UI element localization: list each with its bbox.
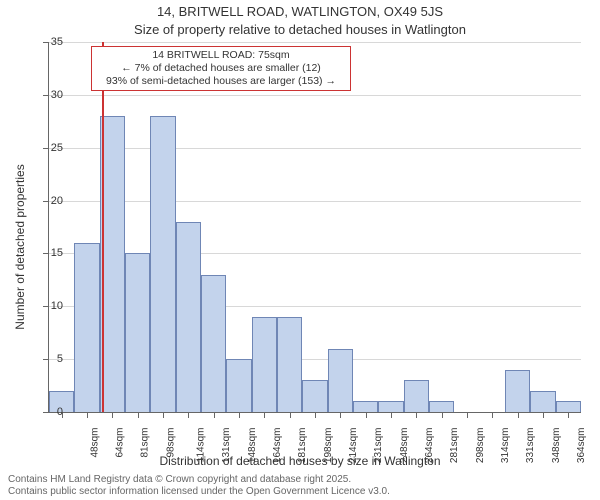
y-tick-label: 30 — [33, 89, 63, 101]
chart-subtitle: Size of property relative to detached ho… — [0, 22, 600, 37]
x-tick — [366, 412, 367, 418]
x-tick — [188, 412, 189, 418]
x-tick-label: 281sqm — [449, 428, 460, 464]
y-tick-label: 5 — [33, 353, 63, 365]
footer-line-2: Contains public sector information licen… — [8, 486, 390, 498]
x-tick-label: 348sqm — [551, 428, 562, 464]
y-axis-label: Number of detached properties — [13, 147, 27, 347]
bar — [328, 349, 353, 412]
annotation-line: ← 7% of detached houses are smaller (12) — [96, 62, 346, 75]
bar — [150, 116, 175, 412]
annotation-box: 14 BRITWELL ROAD: 75sqm← 7% of detached … — [91, 46, 351, 91]
bar — [353, 401, 378, 412]
x-tick — [315, 412, 316, 418]
x-tick — [112, 412, 113, 418]
chart-container: 14, BRITWELL ROAD, WATLINGTON, OX49 5JS … — [0, 0, 600, 500]
x-tick — [543, 412, 544, 418]
bar — [125, 253, 150, 412]
bar — [302, 380, 327, 412]
bar — [74, 243, 99, 412]
x-tick-label: 214sqm — [348, 428, 359, 464]
x-tick-label: 131sqm — [221, 428, 232, 464]
x-tick-label: 231sqm — [373, 428, 384, 464]
bar — [201, 275, 226, 412]
x-tick — [467, 412, 468, 418]
x-tick — [290, 412, 291, 418]
x-tick — [442, 412, 443, 418]
x-tick — [214, 412, 215, 418]
x-tick-label: 98sqm — [165, 428, 176, 458]
bar — [505, 370, 530, 412]
x-tick-label: 198sqm — [323, 428, 334, 464]
gridline — [49, 201, 581, 202]
y-tick-label: 15 — [33, 247, 63, 259]
y-tick-label: 10 — [33, 300, 63, 312]
bar — [530, 391, 555, 412]
x-tick-label: 248sqm — [399, 428, 410, 464]
x-tick — [391, 412, 392, 418]
chart-title: 14, BRITWELL ROAD, WATLINGTON, OX49 5JS — [0, 4, 600, 19]
plot-area: 14 BRITWELL ROAD: 75sqm← 7% of detached … — [48, 42, 581, 413]
x-tick-label: 298sqm — [475, 428, 486, 464]
annotation-line: 93% of semi-detached houses are larger (… — [96, 75, 346, 88]
y-tick-label: 35 — [33, 36, 63, 48]
x-tick — [568, 412, 569, 418]
x-tick-label: 164sqm — [272, 428, 283, 464]
x-tick — [492, 412, 493, 418]
x-tick-label: 364sqm — [576, 428, 587, 464]
x-tick-label: 114sqm — [195, 428, 206, 463]
x-tick-label: 181sqm — [297, 428, 308, 464]
x-tick-label: 48sqm — [89, 428, 100, 458]
gridline — [49, 42, 581, 43]
x-tick-label: 81sqm — [140, 428, 151, 458]
bar — [277, 317, 302, 412]
x-tick — [340, 412, 341, 418]
gridline — [49, 95, 581, 96]
footer-attribution: Contains HM Land Registry data © Crown c… — [8, 474, 390, 498]
x-tick-label: 264sqm — [424, 428, 435, 464]
bar — [252, 317, 277, 412]
bar — [556, 401, 581, 412]
y-tick-label: 25 — [33, 142, 63, 154]
bar — [378, 401, 403, 412]
y-tick-label: 20 — [33, 195, 63, 207]
x-tick — [163, 412, 164, 418]
x-tick-label: 64sqm — [115, 428, 126, 458]
footer-line-1: Contains HM Land Registry data © Crown c… — [8, 474, 390, 486]
x-tick — [239, 412, 240, 418]
x-tick-label: 148sqm — [247, 428, 258, 464]
gridline — [49, 148, 581, 149]
x-tick — [416, 412, 417, 418]
y-tick-label: 0 — [33, 406, 63, 418]
bar — [226, 359, 251, 412]
x-tick — [518, 412, 519, 418]
x-tick — [138, 412, 139, 418]
bar — [176, 222, 201, 412]
bar — [429, 401, 454, 412]
x-tick-label: 331sqm — [525, 428, 536, 464]
x-tick — [264, 412, 265, 418]
x-tick-label: 314sqm — [500, 428, 511, 464]
x-tick — [87, 412, 88, 418]
property-marker-line — [102, 42, 104, 412]
bar — [404, 380, 429, 412]
annotation-line: 14 BRITWELL ROAD: 75sqm — [96, 49, 346, 62]
